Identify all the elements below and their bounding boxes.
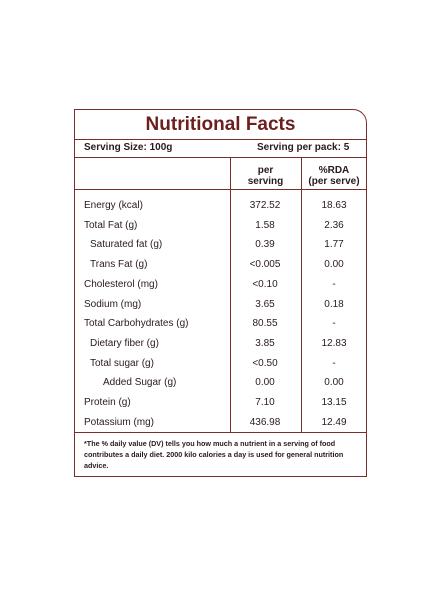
nutrient-name: Energy (kcal) [84, 200, 143, 211]
rda-value: 0.18 [324, 298, 344, 310]
serving-size: Serving Size: 100g [84, 142, 173, 153]
divider [75, 432, 366, 433]
table-row: Saturated fat (g) 0.39 1.77 [75, 235, 366, 255]
nutrient-name: Added Sugar (g) [103, 377, 177, 389]
divider [75, 139, 366, 140]
footnote: *The % daily value (DV) tells you how mu… [84, 439, 344, 470]
column-divider [301, 157, 302, 432]
rda-value: - [332, 278, 336, 290]
per-serving-value: 80.55 [252, 318, 278, 330]
per-serving-value: 1.58 [255, 219, 275, 231]
nutrient-name: Potassium (mg) [84, 416, 155, 428]
per-serving-value: <0.005 [249, 259, 281, 271]
nutrient-name: Dietary fiber (g) [90, 337, 159, 349]
table-row: Total Fat (g) 1.58 2.36 [75, 216, 366, 236]
per-serving-value: 436.98 [249, 416, 281, 428]
rda-header-line2: (per serve) [308, 176, 360, 187]
nutrient-name: Total Fat (g) [84, 219, 138, 231]
per-serving-value: <0.50 [252, 357, 278, 369]
table-row: Total sugar (g) <0.50 - [75, 354, 366, 374]
per-serving-value: 3.65 [255, 298, 275, 310]
per-serving-value: 3.85 [255, 337, 275, 349]
panel-title: Nutritional Facts [145, 114, 296, 135]
per-serving-header-line2: serving [247, 176, 284, 187]
table-row: Energy (kcal) 372.52 18.63 [75, 196, 366, 216]
rda-value: - [332, 318, 336, 330]
nutrient-name: Total Carbohydrates (g) [84, 318, 189, 330]
serving-per-pack: Serving per pack: 5 [257, 142, 350, 153]
table-row: Total Carbohydrates (g) 80.55 - [75, 314, 366, 334]
nutrition-facts-panel: Nutritional Facts Serving Size: 100g Ser… [74, 109, 367, 477]
per-serving-value: 7.10 [255, 397, 275, 408]
nutrient-name: Total sugar (g) [90, 357, 154, 369]
per-serving-header-line1: per [257, 165, 274, 176]
per-serving-value: 0.00 [255, 377, 275, 389]
per-serving-value: 372.52 [249, 200, 281, 211]
nutrient-name: Protein (g) [84, 397, 131, 408]
nutrient-name: Trans Fat (g) [90, 259, 148, 271]
nutrient-name: Sodium (mg) [84, 298, 142, 310]
rda-value: 12.83 [321, 337, 347, 349]
table-row: Trans Fat (g) <0.005 0.00 [75, 255, 366, 275]
rda-value: 2.36 [324, 219, 344, 231]
nutrient-name: Saturated fat (g) [90, 239, 163, 251]
divider [75, 157, 366, 158]
rda-value: 13.15 [321, 397, 347, 408]
rda-value: 18.63 [321, 200, 347, 211]
column-divider [230, 157, 231, 432]
table-row: Sodium (mg) 3.65 0.18 [75, 295, 366, 315]
table-row: Protein (g) 7.10 13.15 [75, 393, 366, 413]
rda-value: 1.77 [324, 239, 344, 251]
table-row: Potassium (mg) 436.98 12.49 [75, 413, 366, 433]
rda-value: 0.00 [324, 259, 344, 271]
divider [75, 189, 366, 190]
per-serving-value: <0.10 [252, 278, 278, 290]
table-row: Added Sugar (g) 0.00 0.00 [75, 373, 366, 393]
rda-value: 12.49 [321, 416, 347, 428]
rda-header-line1: %RDA [318, 165, 350, 176]
per-serving-header: per serving [230, 165, 301, 187]
table-row: Cholesterol (mg) <0.10 - [75, 275, 366, 295]
rda-header: %RDA (per serve) [301, 165, 367, 187]
nutrient-name: Cholesterol (mg) [84, 278, 158, 290]
per-serving-value: 0.39 [255, 239, 275, 251]
table-row: Dietary fiber (g) 3.85 12.83 [75, 334, 366, 354]
rda-value: 0.00 [324, 377, 344, 389]
rda-value: - [332, 357, 336, 369]
